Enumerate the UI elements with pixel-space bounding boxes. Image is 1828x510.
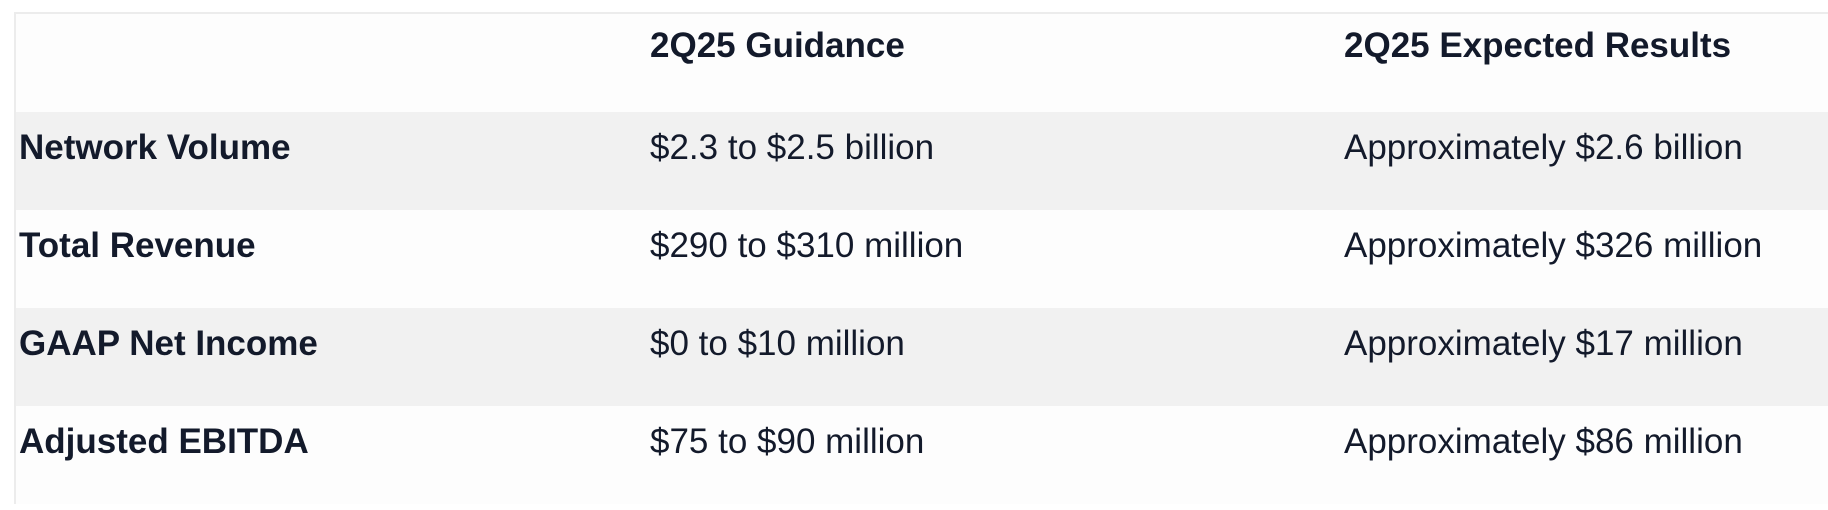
guidance-cell: $2.3 to $2.5 billion (650, 128, 935, 167)
guidance-cell: $290 to $310 million (650, 226, 964, 265)
table-row: Network Volume $2.3 to $2.5 billion Appr… (16, 112, 1828, 210)
metric-cell: Network Volume (19, 128, 291, 167)
table-row: Total Revenue $290 to $310 million Appro… (16, 210, 1828, 308)
metric-cell: Total Revenue (19, 226, 256, 265)
header-cell-expected: 2Q25 Expected Results (1344, 26, 1732, 65)
table-row: GAAP Net Income $0 to $10 million Approx… (16, 308, 1828, 406)
guidance-table: 2Q25 Guidance 2Q25 Expected Results Netw… (14, 12, 1828, 504)
metric-cell: Adjusted EBITDA (19, 422, 309, 461)
expected-cell: Approximately $326 million (1344, 226, 1763, 265)
guidance-cell: $75 to $90 million (650, 422, 925, 461)
expected-cell: Approximately $86 million (1344, 422, 1743, 461)
table-row: Adjusted EBITDA $75 to $90 million Appro… (16, 406, 1828, 504)
metric-cell: GAAP Net Income (19, 324, 318, 363)
expected-cell: Approximately $2.6 billion (1344, 128, 1743, 167)
table-header-row: 2Q25 Guidance 2Q25 Expected Results (16, 14, 1828, 112)
guidance-cell: $0 to $10 million (650, 324, 905, 363)
header-cell-guidance: 2Q25 Guidance (650, 26, 905, 65)
expected-cell: Approximately $17 million (1344, 324, 1743, 363)
